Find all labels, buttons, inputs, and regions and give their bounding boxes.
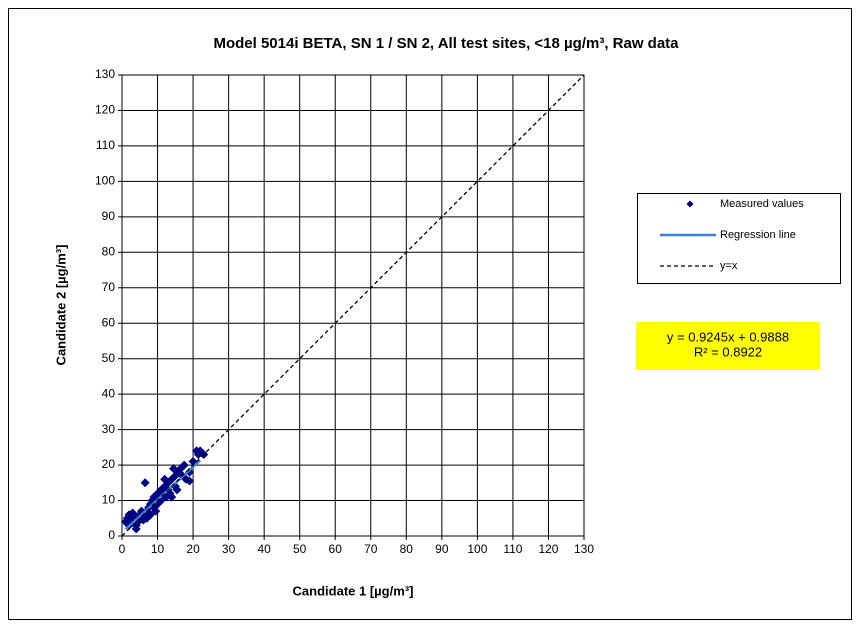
legend-label: Measured values [720, 198, 804, 210]
y-tick-label: 90 [102, 209, 116, 223]
x-tick-label: 120 [538, 542, 558, 556]
y-tick-label: 80 [102, 244, 116, 258]
x-tick-label: 100 [467, 542, 487, 556]
data-point [172, 485, 182, 495]
x-tick-label: 70 [364, 542, 378, 556]
x-tick-label: 80 [400, 542, 414, 556]
reference-line [121, 74, 585, 537]
x-tick-label: 0 [119, 542, 126, 556]
y-tick-label: 40 [102, 386, 116, 400]
data-point [185, 476, 195, 486]
legend-label: y=x [720, 260, 738, 272]
x-axis-label: Candidate 1 [µg/m³] [293, 583, 414, 598]
equation-text: y = 0.9245x + 0.9888 [667, 329, 789, 344]
data-point [140, 478, 150, 488]
x-tick-label: 30 [222, 542, 236, 556]
x-tick-label: 90 [435, 542, 449, 556]
x-tick-label: 40 [257, 542, 271, 556]
legend-marker [686, 200, 694, 208]
y-tick-label: 0 [108, 528, 115, 542]
data-point [185, 467, 195, 477]
y-tick-label: 70 [102, 280, 116, 294]
data-point [131, 524, 141, 534]
equation-box [636, 322, 820, 370]
y-tick-label: 60 [102, 315, 116, 329]
x-tick-label: 10 [151, 542, 165, 556]
y-tick-label: 10 [102, 493, 116, 507]
x-tick-label: 60 [329, 542, 343, 556]
x-tick-label: 20 [186, 542, 200, 556]
x-tick-label: 50 [293, 542, 307, 556]
y-axis-label: Candidate 2 [µg/m³] [53, 245, 68, 366]
equation-text: R² = 0.8922 [694, 344, 762, 359]
y-tick-label: 30 [102, 422, 116, 436]
data-point [179, 460, 189, 470]
data-point [137, 506, 147, 516]
y-tick-label: 50 [102, 351, 116, 365]
y-tick-label: 120 [95, 103, 115, 117]
chart-title: Model 5014i BETA, SN 1 / SN 2, All test … [213, 35, 679, 52]
y-tick-label: 20 [102, 457, 116, 471]
legend-box [637, 193, 841, 284]
y-tick-label: 100 [95, 174, 115, 188]
legend-label: Regression line [720, 229, 796, 241]
data-point [151, 506, 161, 516]
data-point [167, 492, 177, 502]
x-tick-label: 110 [503, 542, 522, 556]
x-tick-label: 130 [574, 542, 594, 556]
y-tick-label: 130 [95, 67, 115, 81]
y-tick-label: 110 [96, 138, 115, 152]
